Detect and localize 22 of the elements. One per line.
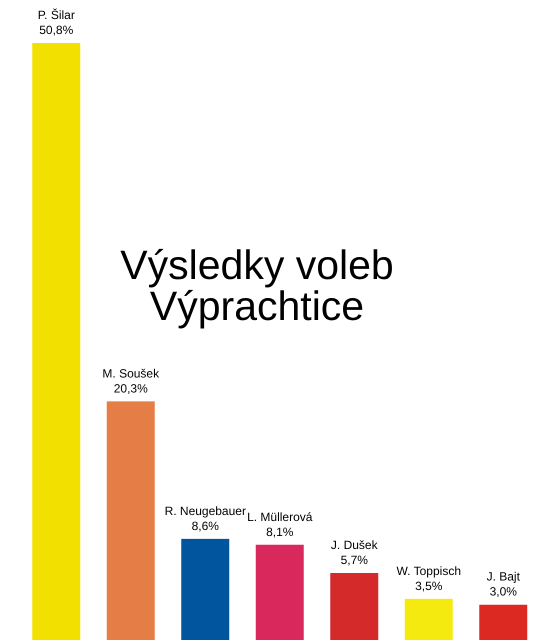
data-label: 8,1% <box>266 524 294 539</box>
bar <box>479 604 528 640</box>
bar <box>106 401 155 640</box>
bar <box>32 43 80 640</box>
x-tick-label: L. Müllerová <box>247 510 313 524</box>
bar <box>330 573 378 640</box>
data-label: 20,3% <box>114 381 148 396</box>
data-label: 3,0% <box>490 584 518 599</box>
data-label: 5,7% <box>340 553 368 568</box>
data-label: 8,6% <box>192 518 220 533</box>
x-tick-label: J. Bajt <box>486 570 521 584</box>
text: Výsledky voleb Výprachtice <box>119 242 395 329</box>
bar <box>181 538 230 640</box>
x-tick-label: M. Soušek <box>102 366 160 380</box>
x-tick-label: J. Dušek <box>330 538 379 552</box>
x-tick-label: W. Toppisch <box>396 564 461 578</box>
x-tick-label: R. Neugebauer <box>164 504 246 518</box>
bar <box>256 544 304 640</box>
data-label: 3,5% <box>415 578 443 593</box>
x-tick-label: P. Šilar <box>38 8 75 22</box>
bar <box>404 598 453 640</box>
data-label: 50,8% <box>39 23 74 37</box>
